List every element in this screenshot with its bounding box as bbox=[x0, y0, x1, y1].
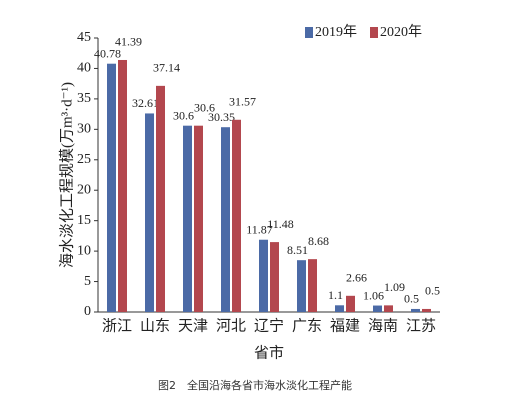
value-label: 41.39 bbox=[115, 35, 142, 49]
bar bbox=[221, 127, 230, 312]
bar bbox=[270, 242, 279, 312]
bar bbox=[183, 125, 192, 313]
bar bbox=[422, 308, 431, 312]
legend-swatch bbox=[305, 27, 313, 38]
value-label: 8.68 bbox=[308, 234, 329, 248]
y-tick-label: 40 bbox=[77, 61, 91, 76]
value-label: 40.78 bbox=[94, 46, 121, 60]
bar bbox=[335, 305, 344, 312]
y-tick-label: 0 bbox=[84, 304, 91, 319]
bar bbox=[411, 308, 420, 312]
value-label: 30.35 bbox=[208, 110, 235, 124]
value-label: 8.51 bbox=[287, 243, 308, 257]
value-label: 0.5 bbox=[425, 284, 440, 298]
x-tick-label: 广东 bbox=[292, 317, 322, 334]
bar bbox=[346, 295, 355, 312]
x-tick-label: 浙江 bbox=[102, 317, 132, 334]
value-label: 30.6 bbox=[173, 108, 194, 122]
x-tick-label: 辽宁 bbox=[254, 317, 284, 334]
y-tick-label: 20 bbox=[77, 182, 91, 197]
y-tick-label: 25 bbox=[77, 152, 91, 167]
x-tick-label: 海南 bbox=[368, 317, 398, 334]
bar bbox=[232, 119, 241, 313]
value-label: 31.57 bbox=[229, 95, 256, 109]
caption: 图2 全国沿海各省市海水淡化工程产能 bbox=[158, 378, 352, 392]
x-axis-label: 省市 bbox=[254, 344, 284, 361]
y-tick-label: 35 bbox=[77, 91, 91, 106]
x-tick-label: 山东 bbox=[140, 317, 170, 334]
legend-swatch bbox=[370, 27, 378, 38]
x-tick-label: 福建 bbox=[330, 317, 360, 334]
value-label: 0.5 bbox=[404, 292, 419, 306]
value-label: 11.87 bbox=[246, 222, 273, 236]
y-tick-label: 5 bbox=[84, 274, 91, 289]
value-label: 30.6 bbox=[194, 100, 215, 114]
value-label: 1.06 bbox=[363, 288, 384, 302]
y-tick-label: 30 bbox=[77, 122, 91, 137]
legend-label: 2019年 bbox=[315, 24, 357, 40]
legend-label: 2020年 bbox=[380, 24, 422, 40]
value-label: 2.66 bbox=[346, 271, 367, 285]
y-tick-label: 10 bbox=[77, 243, 91, 258]
x-tick-label: 河北 bbox=[216, 317, 246, 334]
bar bbox=[118, 59, 127, 312]
bar bbox=[259, 239, 268, 312]
y-tick-label: 45 bbox=[77, 30, 91, 45]
bar bbox=[297, 260, 306, 312]
x-tick-label: 江苏 bbox=[406, 317, 436, 334]
bar bbox=[156, 85, 165, 312]
value-label: 1.1 bbox=[328, 288, 343, 302]
x-tick-label: 天津 bbox=[178, 317, 208, 334]
bar bbox=[308, 259, 317, 312]
value-label: 32.61 bbox=[132, 96, 159, 110]
bar bbox=[384, 305, 393, 312]
y-tick-label: 15 bbox=[77, 213, 91, 228]
value-label: 11.48 bbox=[267, 217, 294, 231]
value-label: 1.09 bbox=[384, 280, 405, 294]
bar bbox=[107, 63, 116, 312]
bar bbox=[373, 305, 382, 312]
bar bbox=[145, 113, 154, 312]
value-label: 37.14 bbox=[153, 61, 180, 75]
bar bbox=[194, 125, 203, 313]
y-axis-label: 海水淡化工程规模(万m³·d⁻¹) bbox=[58, 82, 75, 268]
